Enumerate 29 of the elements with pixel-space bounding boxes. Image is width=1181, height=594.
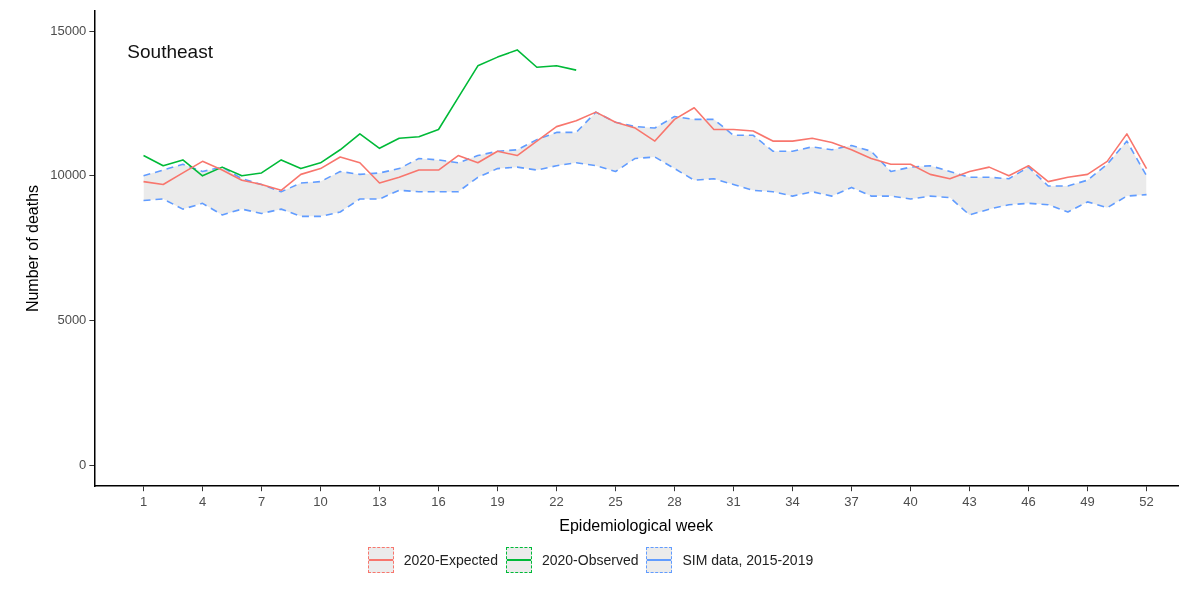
x-tick-label: 40 [903,493,918,509]
x-tick-label: 1 [139,493,148,509]
x-tick-label: 10 [313,493,328,509]
x-tick-label: 7 [257,493,266,509]
x-tick-label: 31 [726,493,741,509]
y-tick-label: 0 [79,456,87,472]
x-tick-label: 52 [1139,493,1154,509]
x-tick-label: 25 [608,493,623,509]
x-tick-label: 37 [844,493,859,509]
x-tick-label: 46 [1021,493,1036,509]
x-tick-label: 22 [549,493,564,509]
x-tick-label: 16 [431,493,446,509]
y-tick-label: 15000 [50,22,87,38]
y-tick-label: 5000 [57,312,87,328]
x-tick-label: 13 [372,493,387,509]
text: Southeast [127,40,214,62]
x-tick-label: 43 [962,493,977,509]
y-tick-label: 10000 [50,167,87,183]
x-tick-label: 19 [490,493,505,509]
legend-label: 2020-Expected [403,552,498,568]
x-tick-label: 34 [785,493,800,509]
legend-label: 2020-Observed [541,552,639,568]
line-series [142,156,1148,218]
x-axis-title: Epidemiological week [559,516,715,534]
legend-label: SIM data, 2015-2019 [682,552,814,568]
y-axis-title: Number of deaths [24,184,42,313]
x-tick-label: 4 [198,493,207,509]
x-tick-label: 49 [1080,493,1095,509]
x-tick-label: 28 [667,493,682,509]
